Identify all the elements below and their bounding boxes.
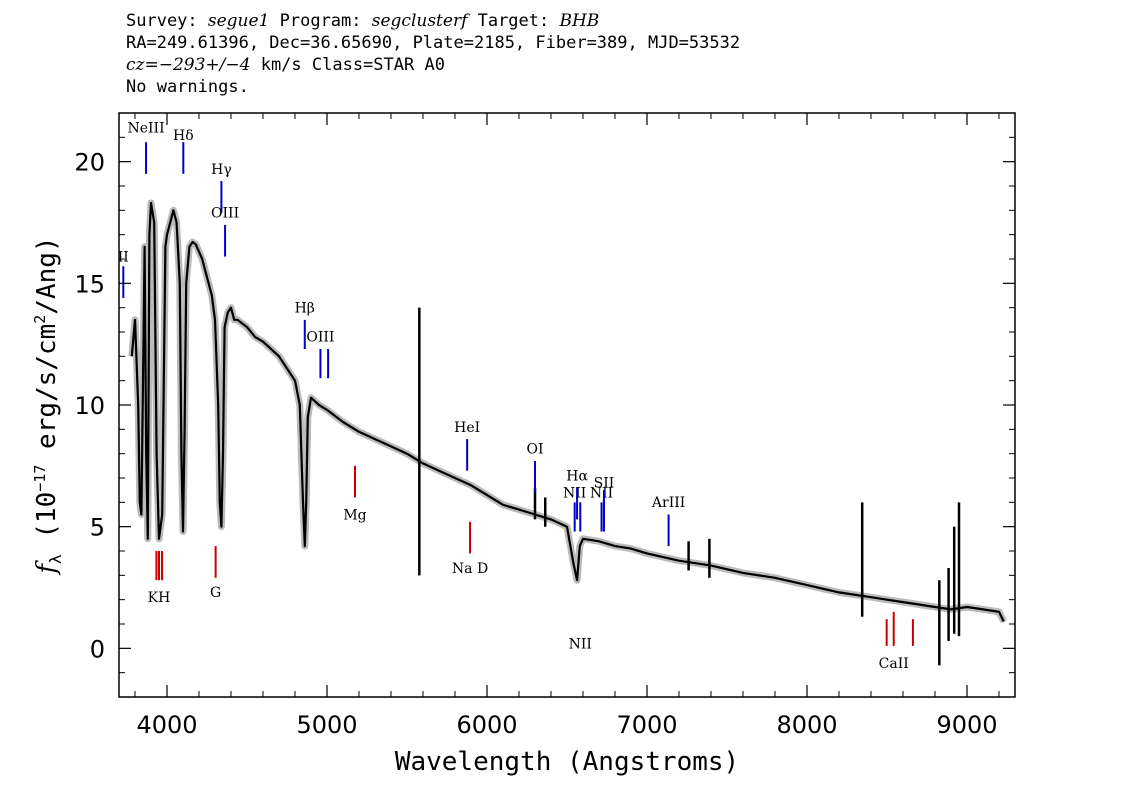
line-label: Na D — [452, 561, 488, 577]
x-tick-label: 5000 — [296, 711, 357, 739]
header-line-2: RA=249.61396, Dec=36.65690, Plate=2185, … — [126, 33, 741, 53]
line-label: NII — [569, 636, 592, 652]
survey-label: Survey: — [126, 11, 208, 31]
x-tick-label: 9000 — [936, 711, 997, 739]
x-tick-label: 7000 — [616, 711, 677, 739]
spectrum-series — [130, 201, 1005, 666]
header-line-3: cz=−293+/−4 km/s Class=STAR A0 — [126, 54, 740, 76]
program-value: segclusterf — [371, 11, 468, 31]
line-label: G — [210, 585, 221, 601]
line-label: Hα — [566, 468, 588, 484]
y-axis-title: fλ (10−17 erg/s/cm2/Ang) — [31, 236, 65, 575]
line-label: NII — [563, 485, 586, 501]
class-info: km/s Class=STAR A0 — [250, 55, 445, 75]
plot-frame — [118, 112, 1016, 698]
x-tick-label: 6000 — [456, 711, 517, 739]
header-line-4: No warnings. — [126, 77, 249, 97]
line-label: OIII — [211, 206, 239, 222]
x-axis: 4000 5000 6000 7000 8000 9000 — [134, 113, 1000, 739]
x-tick-label: 4000 — [136, 711, 197, 739]
program-label: Program: — [269, 11, 372, 31]
line-label: Hδ — [173, 128, 194, 144]
line-label: ArIII — [651, 495, 685, 511]
line-label: CaII — [879, 656, 909, 672]
cz-label: cz= — [126, 55, 159, 75]
y-tick-label: 15 — [74, 270, 105, 298]
cz-value: −293+/−4 — [158, 55, 251, 75]
x-axis-title: Wavelength (Angstroms) — [395, 747, 739, 777]
y-axis: 0 5 10 15 20 — [74, 112, 1015, 674]
y-tick-label: 5 — [90, 514, 105, 542]
line-label: II — [118, 249, 129, 265]
line-label: NeIII — [127, 120, 164, 136]
line-label: KH — [148, 590, 171, 606]
line-label: OIII — [306, 330, 334, 346]
spectrum-path — [130, 201, 1005, 623]
x-tick-label: 8000 — [776, 711, 837, 739]
header-line-1: Survey: segue1 Program: segclusterf Targ… — [126, 10, 740, 32]
spectrum-header: Survey: segue1 Program: segclusterf Targ… — [126, 10, 740, 98]
survey-value: segue1 — [207, 11, 270, 31]
target-value: BHB — [559, 11, 600, 31]
spectrum-error-band — [128, 199, 1007, 624]
y-tick-label: 20 — [74, 149, 105, 177]
y-tick-label: 10 — [74, 392, 105, 420]
line-label: Hγ — [211, 162, 232, 178]
line-label: Mg — [343, 507, 366, 523]
line-label: OI — [526, 442, 543, 458]
line-markers: NeIII HδHγOIIIIIHβOIIIHeIOINIIHαNIINIISII… — [118, 120, 914, 672]
spectrum-error-path — [128, 199, 1007, 624]
line-label: Hβ — [295, 301, 315, 317]
target-label: Target: — [467, 11, 560, 31]
line-label: SII — [594, 476, 615, 492]
line-label: HeI — [454, 420, 480, 436]
line-label: NII — [590, 485, 613, 501]
y-tick-label: 0 — [90, 635, 105, 663]
